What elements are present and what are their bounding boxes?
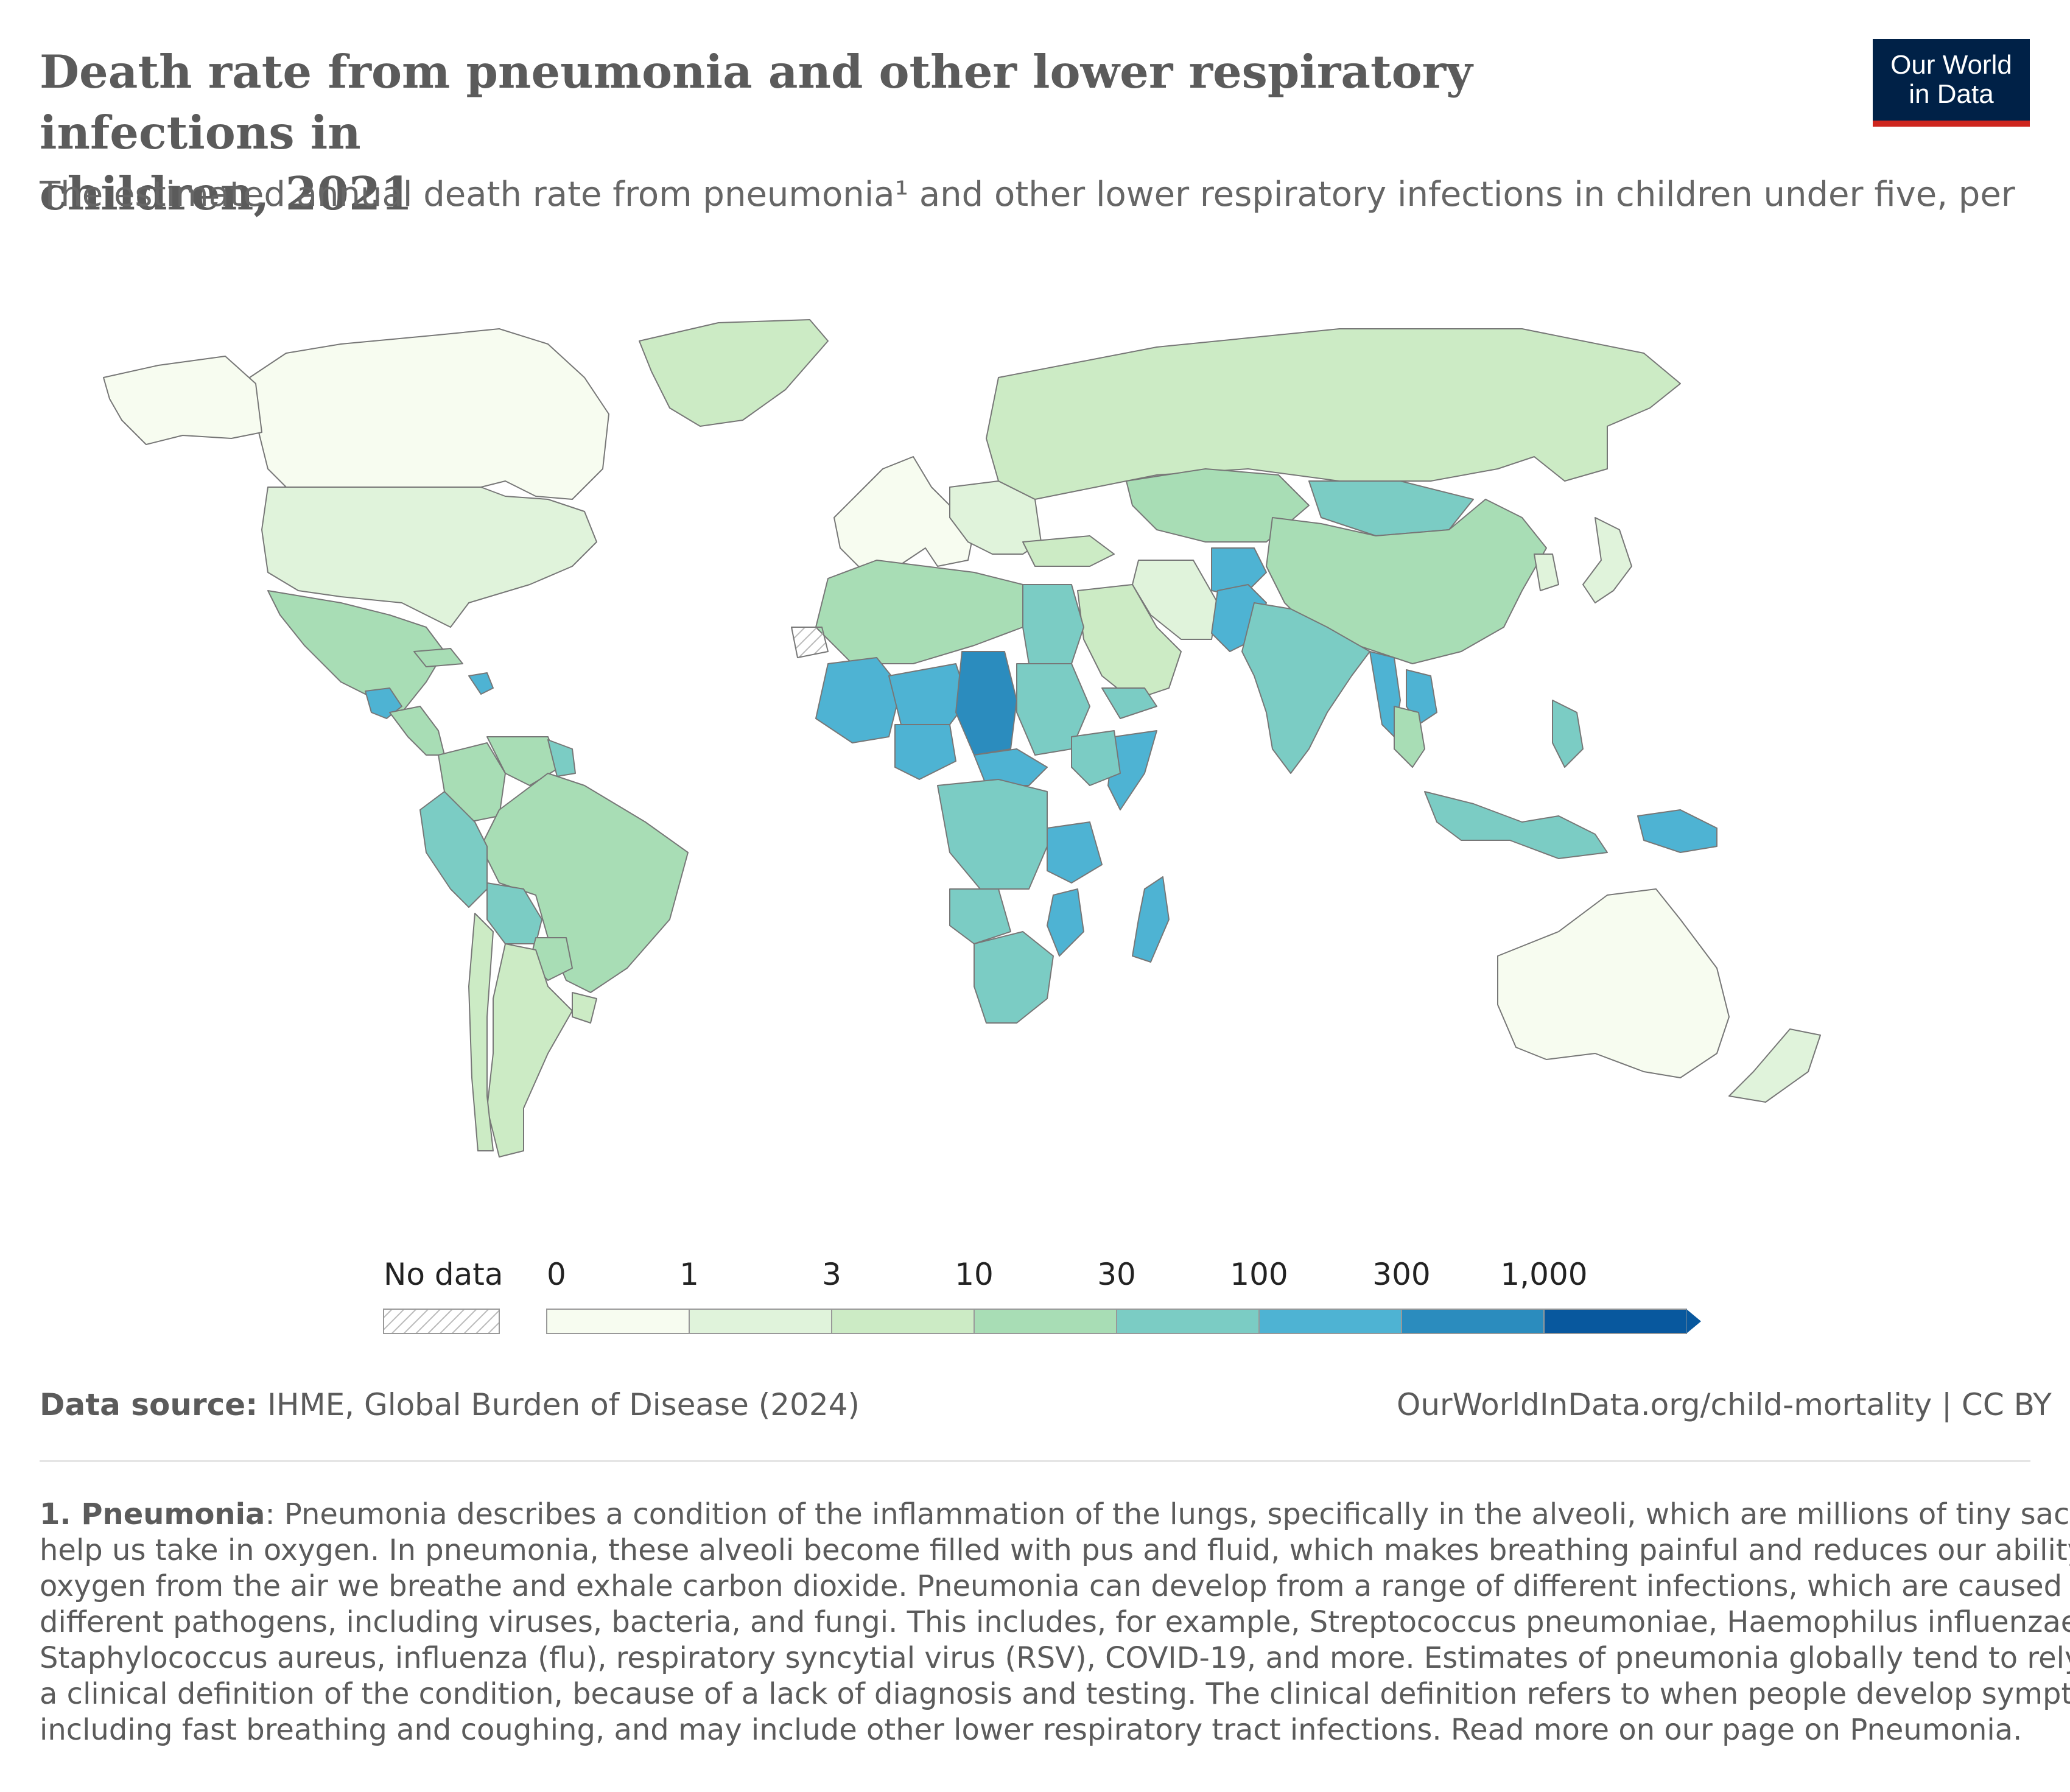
logo-line-2: in Data	[1909, 79, 1994, 109]
title-line-2: children, 2021	[40, 167, 413, 220]
country-tanzania[interactable]	[1047, 821, 1103, 884]
legend-tick-label: 1,000	[1500, 1257, 1587, 1292]
country-yemen[interactable]	[1101, 687, 1157, 719]
legend-bin-3[interactable]	[974, 1309, 1117, 1334]
country-mozambique[interactable]	[1047, 888, 1084, 957]
legend-bin-4[interactable]	[1116, 1309, 1260, 1334]
title-line-1: Death rate from pneumonia and other lowe…	[40, 45, 1473, 160]
country-saudi-arabia[interactable]	[1077, 584, 1182, 701]
country-haiti[interactable]	[468, 672, 494, 695]
country-nigeria[interactable]	[894, 724, 956, 780]
country-north-africa[interactable]	[815, 560, 1023, 664]
country-philippines[interactable]	[1552, 700, 1584, 768]
footnote-line-4: different pathogens, including viruses, …	[40, 1605, 2070, 1639]
country-indonesia[interactable]	[1424, 791, 1608, 859]
country-madagascar[interactable]	[1132, 876, 1170, 963]
footnote-text-1: : Pneumonia describes a condition of the…	[265, 1497, 2070, 1531]
country-chad[interactable]	[955, 651, 1017, 756]
country-kazakhstan[interactable]	[1126, 468, 1310, 543]
country-greenland[interactable]	[639, 319, 829, 427]
country-ethiopia[interactable]	[1071, 730, 1121, 786]
legend-tick-label: 0	[547, 1257, 566, 1292]
country-japan[interactable]	[1582, 517, 1632, 603]
footnote: 1. Pneumonia: Pneumonia describes a cond…	[40, 1497, 2070, 1748]
data-source: Data source: IHME, Global Burden of Dise…	[40, 1383, 860, 1426]
country-caribbean[interactable]	[413, 648, 463, 667]
chart-title: Death rate from pneumonia and other lowe…	[40, 41, 1623, 224]
country-mexico[interactable]	[267, 590, 445, 713]
country-uruguay[interactable]	[572, 992, 597, 1024]
legend-bin-2[interactable]	[831, 1309, 975, 1334]
legend-bin-1[interactable]	[689, 1309, 832, 1334]
country-papua-new-guinea[interactable]	[1637, 809, 1717, 853]
legend-tick-label: 300	[1372, 1257, 1430, 1292]
country-congo-drc[interactable]	[937, 779, 1048, 890]
footnote-label: 1. Pneumonia	[40, 1497, 265, 1531]
country-central-america[interactable]	[389, 706, 445, 756]
country-brazil[interactable]	[480, 773, 689, 993]
country-southern-africa[interactable]	[974, 931, 1054, 1024]
country-india[interactable]	[1241, 602, 1370, 774]
country-argentina[interactable]	[486, 943, 573, 1158]
country-afghanistan[interactable]	[1211, 547, 1267, 597]
world-map	[103, 319, 1821, 1158]
footnote-line-1: 1. Pneumonia: Pneumonia describes a cond…	[40, 1497, 2070, 1533]
country-chile[interactable]	[468, 913, 494, 1151]
legend-bin-6[interactable]	[1401, 1309, 1545, 1334]
country-canada[interactable]	[240, 328, 609, 500]
source-url-link[interactable]: OurWorldInData.org/child-mortality | CC …	[1397, 1387, 2052, 1422]
country-turkey[interactable]	[1022, 535, 1115, 567]
footnote-line-5: Staphylococcus aureus, influenza (flu), …	[40, 1641, 2070, 1675]
footer-divider	[40, 1460, 2030, 1462]
country-mali[interactable]	[815, 657, 902, 743]
legend-tick-label: 3	[822, 1257, 841, 1292]
legend-tick-label: 100	[1230, 1257, 1288, 1292]
chart-subtitle: The estimated annual death rate from pne…	[40, 175, 2015, 214]
country-new-zealand[interactable]	[1728, 1028, 1821, 1103]
country-angola[interactable]	[949, 888, 1011, 944]
country-russia[interactable]	[986, 328, 1681, 500]
country-united-states[interactable]	[261, 487, 597, 628]
owid-logo[interactable]: Our World in Data	[1873, 39, 2030, 127]
legend-no-data-label: No data	[384, 1257, 503, 1292]
country-korea[interactable]	[1534, 553, 1559, 591]
legend-tick-label: 10	[955, 1257, 994, 1292]
legend-bin-0[interactable]	[546, 1309, 690, 1334]
footnote-line-7: including fast breathing and coughing, a…	[40, 1713, 2023, 1747]
legend-tick-label: 1	[679, 1257, 699, 1292]
footnote-line-2: help us take in oxygen. In pneumonia, th…	[40, 1533, 2070, 1567]
legend-bin-7[interactable]	[1543, 1309, 1687, 1334]
country-alaska[interactable]	[103, 356, 262, 445]
map-legend: No data 0 1 3 10 30 100 300 1,000	[383, 1257, 1701, 1334]
legend-tick-label: 30	[1097, 1257, 1136, 1292]
footnote-line-3: oxygen from the air we breathe and exhal…	[40, 1569, 2070, 1603]
data-source-label: Data source:	[40, 1387, 258, 1422]
country-australia[interactable]	[1497, 888, 1730, 1078]
legend-arrow-tip	[1686, 1309, 1701, 1333]
country-guyana[interactable]	[547, 739, 576, 777]
country-egypt[interactable]	[1022, 584, 1084, 664]
country-thailand[interactable]	[1394, 706, 1425, 768]
legend-no-data-swatch	[383, 1309, 500, 1334]
logo-line-1: Our World	[1890, 50, 2012, 80]
footnote-line-6: a clinical definition of the condition, …	[40, 1677, 2070, 1711]
country-niger[interactable]	[888, 663, 969, 725]
data-source-text: IHME, Global Burden of Disease (2024)	[258, 1387, 860, 1422]
country-western-sahara[interactable]	[791, 627, 829, 658]
legend-bin-5[interactable]	[1258, 1309, 1402, 1334]
